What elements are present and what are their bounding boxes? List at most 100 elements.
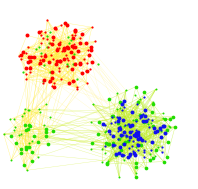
Point [118, 101, 121, 104]
Point [123, 153, 126, 156]
Point [65, 23, 69, 26]
Point [166, 128, 169, 131]
Point [150, 148, 153, 151]
Point [118, 146, 121, 149]
Point [39, 59, 42, 62]
Point [135, 145, 138, 148]
Point [20, 132, 23, 136]
Point [31, 139, 34, 143]
Point [120, 135, 123, 138]
Point [48, 116, 51, 119]
Point [123, 143, 126, 146]
Point [47, 60, 50, 64]
Point [106, 163, 109, 166]
Point [116, 119, 120, 122]
Point [54, 26, 57, 29]
Point [142, 121, 145, 124]
Point [143, 108, 146, 111]
Point [107, 142, 110, 145]
Point [112, 134, 115, 137]
Point [106, 160, 109, 163]
Point [171, 115, 174, 118]
Point [146, 117, 149, 120]
Point [153, 131, 156, 134]
Point [128, 125, 131, 128]
Point [113, 120, 117, 123]
Point [139, 137, 142, 140]
Point [116, 129, 119, 132]
Point [134, 171, 137, 174]
Point [32, 135, 36, 138]
Point [159, 129, 163, 132]
Point [43, 52, 46, 55]
Point [108, 142, 111, 145]
Point [46, 46, 50, 49]
Point [96, 63, 99, 66]
Point [100, 161, 104, 164]
Point [142, 148, 146, 151]
Point [24, 145, 27, 148]
Point [111, 115, 114, 118]
Point [75, 85, 79, 88]
Point [141, 114, 144, 117]
Point [120, 103, 124, 106]
Point [50, 70, 53, 73]
Point [160, 150, 164, 153]
Point [145, 120, 148, 123]
Point [167, 124, 170, 127]
Point [38, 62, 41, 65]
Point [83, 58, 86, 61]
Point [85, 81, 88, 84]
Point [38, 111, 42, 114]
Point [111, 115, 114, 118]
Point [25, 169, 28, 172]
Point [125, 135, 128, 138]
Point [76, 49, 79, 52]
Point [18, 133, 21, 136]
Point [26, 108, 30, 111]
Point [122, 124, 126, 127]
Point [134, 85, 138, 88]
Point [65, 46, 68, 49]
Point [48, 81, 51, 84]
Point [134, 162, 137, 165]
Point [162, 124, 165, 127]
Point [129, 136, 132, 139]
Point [145, 119, 148, 122]
Point [46, 18, 49, 21]
Point [57, 46, 61, 50]
Point [136, 144, 140, 147]
Point [111, 114, 115, 117]
Point [119, 128, 122, 131]
Point [23, 124, 26, 127]
Point [155, 130, 159, 133]
Point [25, 128, 28, 131]
Point [51, 35, 54, 38]
Point [31, 55, 34, 58]
Point [26, 60, 29, 63]
Point [72, 53, 76, 56]
Point [49, 70, 52, 73]
Point [27, 109, 30, 112]
Point [142, 96, 145, 99]
Point [26, 45, 29, 48]
Point [119, 133, 122, 136]
Point [139, 115, 142, 118]
Point [150, 122, 153, 125]
Point [60, 77, 63, 80]
Point [107, 98, 110, 101]
Point [76, 87, 79, 90]
Point [112, 143, 115, 146]
Point [108, 129, 111, 132]
Point [66, 62, 69, 65]
Point [165, 156, 168, 159]
Point [128, 139, 131, 142]
Point [41, 36, 45, 39]
Point [115, 154, 118, 157]
Point [73, 30, 77, 33]
Point [25, 34, 29, 37]
Point [29, 59, 32, 62]
Point [118, 176, 121, 179]
Point [120, 154, 123, 157]
Point [34, 48, 37, 51]
